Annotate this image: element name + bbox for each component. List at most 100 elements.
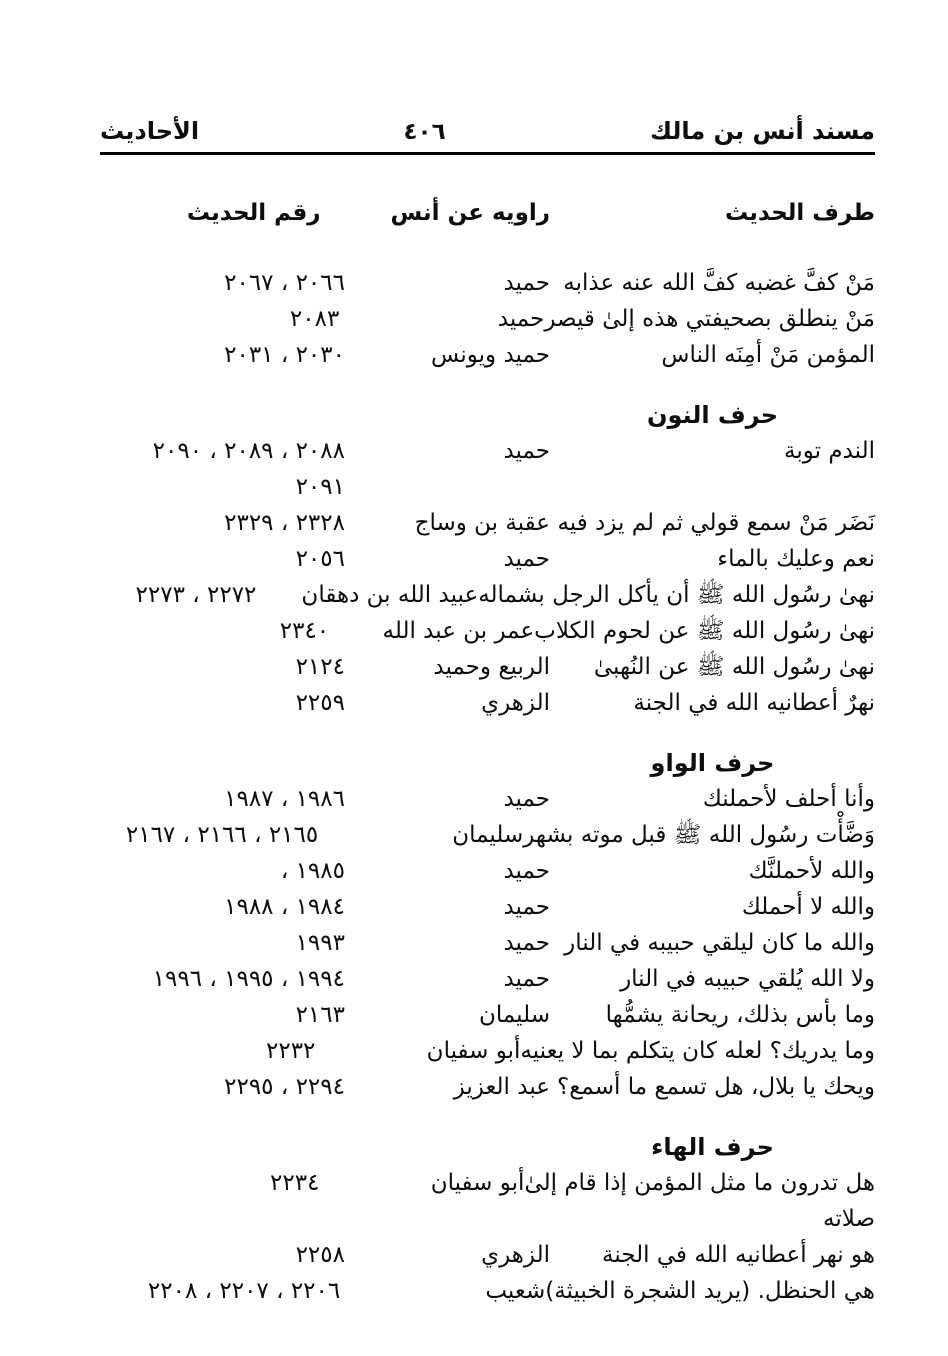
section-label: الأحاديث — [100, 117, 200, 145]
narrator-name: سليمان — [478, 1002, 550, 1028]
narrator-name: الزهري — [481, 690, 550, 716]
hadith-text: وأنا أحلف لأحملنك — [702, 786, 875, 812]
hadith-text: وما بأس بذلك، ريحانة يشمُّها — [605, 1002, 875, 1028]
hadith-text: نهىٰ رسُول الله ﷺ عن لحوم الكلاب — [534, 618, 875, 644]
index-row: وأنا أحلف لأحملنك حميد ١٩٨٦ ، ١٩٨٧ — [100, 781, 875, 817]
page-number: ٤٠٦ — [403, 119, 446, 145]
index-row: والله لأحملنَّك حميد ١٩٨٥ ، — [100, 853, 875, 889]
letter-section-heading: حرف الهاء — [651, 1133, 774, 1161]
hadith-numbers: ١٩٩٣ — [295, 930, 345, 956]
hadith-text: وما يدريك؟ لعله كان يتكلم بما لا يعنيه — [520, 1038, 875, 1064]
page-header: مسند أنس بن مالك ٤٠٦ الأحاديث — [100, 0, 875, 147]
hadith-text: المؤمن مَنْ أمِنَه الناس — [661, 342, 875, 368]
hadith-numbers: ٢٠٨٨ ، ٢٠٨٩ ، ٢٠٩٠ ٢٠٩١ — [152, 438, 345, 500]
hadith-numbers: ٢٢٣٤ — [270, 1170, 320, 1196]
narrator-name: حميد — [503, 438, 550, 464]
hadith-numbers: ٢٠٨٣ — [289, 306, 340, 332]
hadith-text: نهىٰ رسُول الله ﷺ عن النُهبىٰ — [593, 654, 875, 680]
hadith-text: نعم وعليك بالماء — [717, 546, 875, 572]
hadith-numbers: ٢٠٦٦ ، ٢٠٦٧ — [224, 270, 345, 296]
hadith-numbers: ٢٠٣٠ ، ٢٠٣١ — [224, 342, 345, 368]
index-row: مَنْ ينطلق بصحيفتي هذه إلىٰ قيصر حميد ٢٠٨٣ — [100, 301, 875, 337]
index-row: وما بأس بذلك، ريحانة يشمُّها سليمان ٢١٦٣ — [100, 997, 875, 1033]
hadith-text: نهرٌ أعطانيه الله في الجنة — [633, 690, 875, 716]
hadith-numbers: ٢٢٥٨ — [295, 1242, 345, 1268]
hadith-numbers: ٢٣٤٠ — [279, 618, 330, 644]
hadith-numbers: ١٩٨٤ ، ١٩٨٨ — [224, 894, 345, 920]
hadith-numbers: ٢١٦٥ ، ٢١٦٦ ، ٢١٦٧ — [125, 822, 319, 848]
index-row: نهىٰ رسُول الله ﷺ عن لحوم الكلاب عمر بن ع… — [100, 613, 875, 649]
hadith-numbers: ١٩٩٤ ، ١٩٩٥ ، ١٩٩٦ — [152, 966, 345, 992]
hadith-numbers: ١٩٨٥ ، — [280, 858, 345, 884]
hadith-text: ولا الله يُلقي حبيبه في النار — [620, 966, 875, 992]
narrator-name: حميد — [503, 546, 550, 572]
index-row: هل تدرون ما مثل المؤمن إذا قام إلىٰ صلات… — [100, 1165, 875, 1237]
narrator-name: سليمان — [452, 822, 524, 848]
hadith-text: الندم توبة — [784, 438, 875, 464]
hadith-text: مَنْ كفَّ غضبه كفَّ الله عنه عذابه — [563, 270, 875, 296]
column-header-row: طرف الحديث راويه عن أنس رقم الحديث — [100, 195, 875, 231]
index-row: هي الحنظل. (يريد الشجرة الخبيثة) شعيب ٢٢٠٦… — [100, 1273, 875, 1309]
index-row: والله لا أحملك حميد ١٩٨٤ ، ١٩٨٨ — [100, 889, 875, 925]
header-rule — [100, 152, 875, 155]
hadith-numbers: ٢٢٩٤ ، ٢٢٩٥ — [224, 1074, 345, 1100]
index-row: ويحك يا بلال، هل تسمع ما أسمع؟ عبد العزيز… — [100, 1069, 875, 1105]
narrator-name: عمر بن عبد الله — [382, 618, 535, 644]
narrator-name: عقبة بن وساج — [414, 510, 550, 536]
hadith-text: والله ما كان ليلقي حبيبه في النار — [564, 930, 875, 956]
index-row: نعم وعليك بالماء حميد ٢٠٥٦ — [100, 541, 875, 577]
narrator-name: أبو سفيان — [426, 1038, 521, 1064]
hadith-numbers: ٢١٦٣ — [295, 1002, 345, 1028]
hadith-text: وَضَّأْت رسُول الله ﷺ قبل موته بشهر — [523, 822, 875, 848]
index-row: الندم توبة حميد ٢٠٨٨ ، ٢٠٨٩ ، ٢٠٩٠ ٢٠٩١ — [100, 433, 875, 505]
narrator-name: حميد — [503, 894, 550, 920]
index-row: نهىٰ رسُول الله ﷺ عن النُهبىٰ الربيع وحمي… — [100, 649, 875, 685]
book-title: مسند أنس بن مالك — [649, 117, 875, 145]
hadith-text: هو نهر أعطانيه الله في الجنة — [602, 1242, 875, 1268]
narrator-name: حميد — [503, 270, 550, 296]
narrator-name: حميد — [503, 786, 550, 812]
narrator-name: حميد — [503, 858, 550, 884]
index-row: هو نهر أعطانيه الله في الجنة الزهري ٢٢٥٨ — [100, 1237, 875, 1273]
hadith-text: هل تدرون ما مثل المؤمن إذا قام إلىٰ صلات… — [524, 1170, 875, 1232]
hadith-numbers: ٢٢٥٩ — [295, 690, 345, 716]
hadith-text: والله لأحملنَّك — [748, 858, 875, 884]
index-row: والله ما كان ليلقي حبيبه في النار حميد ١٩٩… — [100, 925, 875, 961]
narrator-name: حميد ويونس — [431, 342, 550, 368]
narrator-name: عبد العزيز — [453, 1074, 550, 1100]
column-header-hadith: طرف الحديث — [724, 200, 875, 226]
hadith-text: نَضَر مَنْ سمع قولي ثم لم يزد فيه — [557, 510, 875, 536]
hadith-numbers: ٢١٢٤ — [295, 654, 345, 680]
narrator-name: عبيد الله بن دهقان — [301, 582, 479, 608]
index-row: مَنْ كفَّ غضبه كفَّ الله عنه عذابه حميد ٢٠… — [100, 265, 875, 301]
column-header-number: رقم الحديث — [186, 200, 321, 226]
letter-section-heading: حرف الواو — [650, 749, 775, 777]
hadith-numbers: ٢٢٣٢ — [265, 1038, 316, 1064]
index-sections: مَنْ كفَّ غضبه كفَّ الله عنه عذابه حميد ٢٠… — [100, 265, 875, 1309]
hadith-index-table: طرف الحديث راويه عن أنس رقم الحديث مَنْ … — [100, 195, 875, 1309]
hadith-text: ويحك يا بلال، هل تسمع ما أسمع؟ — [556, 1074, 875, 1100]
letter-section-heading: حرف النون — [646, 401, 779, 429]
hadith-text: نهىٰ رسُول الله ﷺ أن يأكل الرجل بشماله — [478, 582, 875, 608]
index-row: نهرٌ أعطانيه الله في الجنة الزهري ٢٢٥٩ — [100, 685, 875, 721]
narrator-name: الربيع وحميد — [433, 654, 550, 680]
narrator-name: حميد — [497, 306, 545, 332]
column-header-narrator: راويه عن أنس — [390, 200, 550, 226]
hadith-numbers: ٢٠٥٦ — [295, 546, 345, 572]
index-row: المؤمن مَنْ أمِنَه الناس حميد ويونس ٢٠٣٠ ،… — [100, 337, 875, 373]
index-row: ولا الله يُلقي حبيبه في النار حميد ١٩٩٤ ، … — [100, 961, 875, 997]
hadith-numbers: ١٩٨٦ ، ١٩٨٧ — [224, 786, 345, 812]
index-row: نهىٰ رسُول الله ﷺ أن يأكل الرجل بشماله عب… — [100, 577, 875, 613]
hadith-text: والله لا أحملك — [741, 894, 875, 920]
narrator-name: حميد — [503, 966, 550, 992]
hadith-text: هي الحنظل. (يريد الشجرة الخبيثة) — [545, 1278, 875, 1304]
narrator-name: حميد — [503, 930, 550, 956]
hadith-numbers: ٢٢٠٦ ، ٢٢٠٧ ، ٢٢٠٨ — [147, 1278, 341, 1304]
hadith-numbers: ٢٣٢٨ ، ٢٣٢٩ — [224, 510, 345, 536]
narrator-name: شعيب — [485, 1278, 546, 1304]
index-row: وما يدريك؟ لعله كان يتكلم بما لا يعنيه أب… — [100, 1033, 875, 1069]
narrator-name: الزهري — [481, 1242, 550, 1268]
index-row: وَضَّأْت رسُول الله ﷺ قبل موته بشهر سليما… — [100, 817, 875, 853]
hadith-text: مَنْ ينطلق بصحيفتي هذه إلىٰ قيصر — [544, 306, 875, 332]
